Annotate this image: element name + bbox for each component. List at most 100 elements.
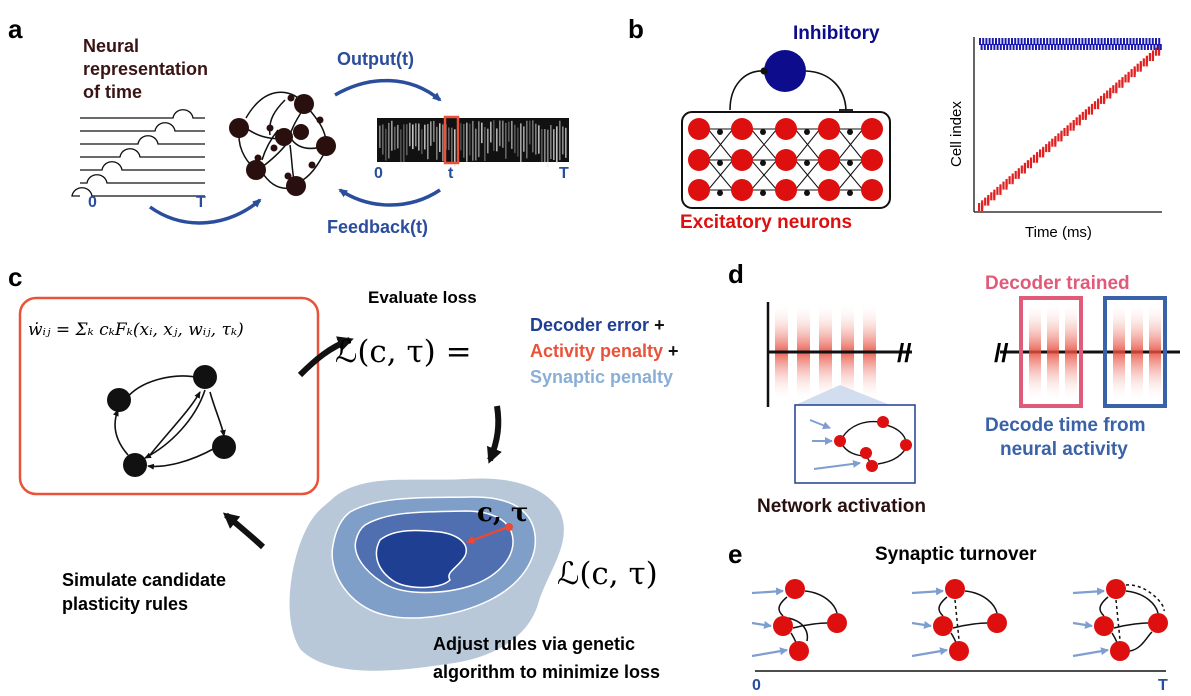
input-arrow xyxy=(148,198,262,225)
loss-term-synaptic: Synaptic penalty xyxy=(530,367,673,387)
turnover-networks xyxy=(751,579,1168,661)
raster-spike-inhibitory xyxy=(1070,44,1073,50)
simulate-line1: Simulate candidate xyxy=(62,570,226,590)
turnover-neuron xyxy=(773,616,793,636)
raster-spike-excitatory xyxy=(1106,90,1109,99)
synapse-edge xyxy=(964,590,998,614)
panel-a-letter: a xyxy=(8,14,23,44)
raster-spike-inhibitory xyxy=(1003,44,1005,50)
raster-spike-excitatory xyxy=(1158,45,1161,53)
spectrogram-stripe xyxy=(454,129,456,167)
raster-spike-inhibitory xyxy=(1075,38,1077,45)
raster-spike-inhibitory xyxy=(1151,38,1154,45)
raster-spike-excitatory xyxy=(993,189,996,198)
excitatory-connection xyxy=(837,128,864,161)
spectrogram-stripe xyxy=(391,120,393,151)
spectrogram-stripe xyxy=(505,122,507,159)
raster-spike-inhibitory xyxy=(1100,38,1103,45)
feedback-arrow xyxy=(338,188,441,207)
synapse-edge xyxy=(938,596,948,617)
raster-spike-inhibitory xyxy=(1124,44,1127,50)
excitatory-neuron xyxy=(688,118,710,140)
raster-spike-inhibitory xyxy=(1102,44,1105,50)
raster-spike-inhibitory xyxy=(979,38,981,45)
turnover-neuron xyxy=(1094,616,1114,636)
raster-spike-inhibitory xyxy=(993,44,996,50)
raster-spike-inhibitory xyxy=(1134,44,1137,50)
excitatory-connection xyxy=(794,128,821,161)
raster-spike-inhibitory xyxy=(1107,38,1109,45)
synapse-dot xyxy=(760,160,766,166)
raster-spike-excitatory xyxy=(1112,85,1115,94)
raster-spike-inhibitory xyxy=(1094,38,1097,45)
spectrogram-stripe xyxy=(526,120,528,159)
spectrogram-stripe xyxy=(529,120,531,145)
spectrogram-stripe xyxy=(499,120,501,147)
excitatory-neuron xyxy=(818,118,840,140)
spectrogram-stripe xyxy=(388,122,390,159)
synapse-edge xyxy=(804,590,838,614)
raster-spike-excitatory xyxy=(1124,74,1127,83)
input-arrow xyxy=(911,620,932,629)
excitatory-network xyxy=(688,118,883,201)
raster-spike-excitatory xyxy=(1020,165,1023,174)
decode-line1: Decode time from xyxy=(985,415,1145,436)
panel-a-axis-zero: 0 xyxy=(88,194,97,211)
raster-spike-inhibitory xyxy=(1132,38,1135,45)
raster-spike-inhibitory xyxy=(1028,44,1031,50)
landscape-point-label: c, τ xyxy=(477,498,528,528)
raster-spike-inhibitory xyxy=(1049,38,1052,45)
raster-spike-excitatory xyxy=(1084,109,1087,118)
raster-spike-excitatory xyxy=(1097,98,1100,107)
excitatory-neuron xyxy=(861,118,883,140)
synapse-edge xyxy=(1099,596,1109,617)
raster-spike-excitatory xyxy=(1100,95,1103,104)
spectrogram-stripe xyxy=(469,123,471,156)
raster-spike-excitatory xyxy=(1057,133,1060,142)
raster-spike-inhibitory xyxy=(1043,38,1045,45)
raster-spike-excitatory xyxy=(1042,146,1045,155)
spectrogram-stripe xyxy=(448,127,450,151)
raster-spike-inhibitory xyxy=(1139,38,1141,45)
raster-spike-excitatory xyxy=(999,184,1002,193)
spectrogram-stripe xyxy=(535,123,537,155)
raster-spike-inhibitory xyxy=(1035,44,1037,50)
raster-spike-inhibitory xyxy=(1118,44,1121,50)
raster-spike-inhibitory xyxy=(1017,38,1020,45)
raster-spike-excitatory xyxy=(1151,50,1155,59)
raster-spike-inhibitory xyxy=(1121,44,1124,50)
decoder-trained-box xyxy=(1019,296,1083,408)
raster-spike-inhibitory xyxy=(1001,38,1004,45)
raster-spike-excitatory xyxy=(984,197,987,206)
raster-spike-inhibitory xyxy=(1046,38,1049,45)
output-label: Output(t) xyxy=(337,49,414,69)
spectrogram-stripe xyxy=(511,120,513,149)
spectrogram-zero: 0 xyxy=(374,165,383,182)
activity-bar xyxy=(1113,302,1125,402)
raster-spike-inhibitory xyxy=(1044,44,1047,50)
raster-spike-inhibitory xyxy=(987,44,989,50)
panel-e-axis-zero: 0 xyxy=(752,677,761,694)
raster-spike-inhibitory xyxy=(1081,38,1084,45)
activity-bar xyxy=(1131,302,1143,402)
time-trace xyxy=(80,135,205,145)
raster-spike-inhibitory xyxy=(985,38,988,45)
raster-spike-inhibitory xyxy=(1147,44,1149,50)
spectrogram-stripe xyxy=(565,127,567,158)
panel-d: d // // Decoder trained Decode time from… xyxy=(728,259,1180,517)
axis-break-right: // xyxy=(994,338,1008,368)
raster-spike-inhibitory xyxy=(1022,44,1025,50)
spectrogram-stripe xyxy=(385,128,387,161)
spectrogram-stripe xyxy=(541,128,543,163)
excitatory-connection xyxy=(794,159,821,191)
raster-spike-excitatory xyxy=(1036,152,1039,161)
raster-spike-inhibitory xyxy=(1135,38,1138,45)
raster-spike-inhibitory xyxy=(1031,44,1034,50)
activity-bar xyxy=(1065,302,1077,402)
raster-spike-excitatory xyxy=(1109,87,1112,96)
network-activation-label: Network activation xyxy=(757,496,926,517)
raster-ylabel: Cell index xyxy=(948,101,965,167)
spectrogram-stripe xyxy=(472,120,474,161)
raster-spike-inhibitory xyxy=(1123,38,1125,45)
raster-spike-inhibitory xyxy=(982,38,985,45)
